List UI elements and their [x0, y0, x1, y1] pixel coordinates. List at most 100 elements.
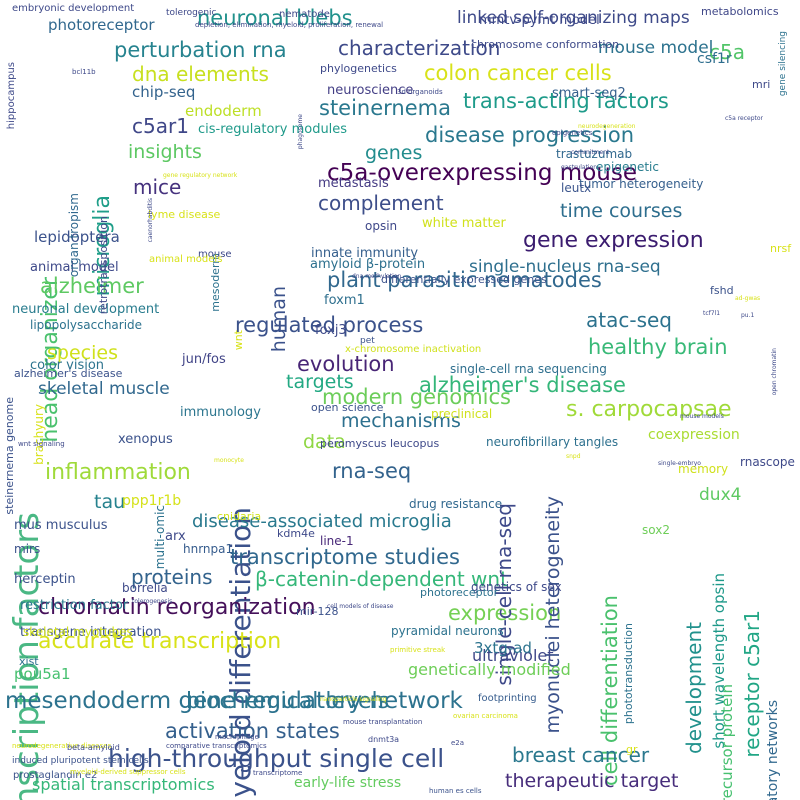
word-lyme-disease: lyme disease [148, 208, 221, 221]
word-colon-cancer-cells: colon cancer cells [424, 61, 612, 85]
word-gene-silencing: gene silencing [778, 31, 788, 97]
word-genes: genes [365, 142, 423, 164]
word-macrophage: macrophage [215, 733, 259, 741]
word-color-vision: color vision [30, 358, 105, 373]
word-gr: gr [626, 743, 638, 756]
word-photoreceptor: photoreceptor [48, 16, 155, 34]
word-snpd: snpd [566, 453, 581, 460]
word-human: human [268, 286, 290, 353]
word-mri: mri [752, 78, 771, 91]
word-genetically-modified: genetically modified [408, 660, 571, 679]
word-arx: arx [165, 529, 186, 544]
word-hippocampus: hippocampus [6, 62, 17, 130]
word-transcriptome: transcriptome [253, 769, 303, 777]
word-metabolomics: metabolomics [701, 5, 779, 18]
word-mice: mice [133, 175, 182, 199]
word-time-courses: time courses [560, 200, 683, 222]
word-beta-amyloid: beta-amyloid [67, 743, 120, 752]
word-chromosome-conformation: chromosome conformation [471, 38, 620, 51]
word-amyloid-precursor-protein: amyloid precursor protein [718, 684, 736, 800]
word-restriction-factor: restriction factor [20, 598, 129, 613]
word-animal-model: animal model [30, 260, 119, 275]
word-rna-seq: rna-seq [332, 459, 412, 483]
word-trans-acting-factors: trans-acting factors [463, 89, 669, 113]
word-gene-expression: gene expression [523, 228, 704, 253]
word-ppp1r1b: ppp1r1b [122, 493, 182, 509]
word-alzheimer: alzheimer [40, 274, 144, 298]
word-3d-organoids: 3d organoids [397, 88, 443, 96]
word-transgene-integration: transgene integration [20, 625, 162, 640]
word-pou5a1: pou5a1 [14, 665, 71, 683]
word-mouse-model: mouse model [598, 38, 714, 58]
word-myeloid-derived-suppressor-cells: myeloid-derived suppressor cells [70, 768, 186, 776]
word-c5a-overexpressing-mouse: c5a-overexpressing mouse [327, 160, 637, 186]
word-footprinting: footprinting [478, 693, 537, 704]
word-cnidaria: cnidaria [217, 510, 262, 523]
word-comparative-transcriptomics: comparative transcriptomics [166, 742, 267, 750]
word-trastuzumab: trastuzumab [556, 147, 633, 161]
word-foxm1: foxm1 [324, 293, 365, 308]
word-metastasis: metastasis [318, 176, 389, 191]
word-early-life-stress: early-life stress [294, 775, 402, 791]
word-healthy-brain: healthy brain [588, 335, 728, 359]
word-borrelia: borrelia [122, 581, 168, 595]
word-steinernema-genome: steinernema genome [3, 397, 16, 515]
word-open-science: open science [311, 401, 384, 414]
word-hnrnpa1: hnrnpa1 [183, 542, 234, 556]
word-biochemical-levels: biochemical levels [186, 689, 390, 714]
word-mmtv-pymt-model: mmtv-pymt model [479, 13, 600, 28]
word-nrsf: nrsf [770, 242, 792, 255]
word-catenin-dependent-wnt: β-catenin-dependent wnt [255, 567, 508, 591]
word-insights: insights [128, 141, 202, 163]
word-commitment: commitment [571, 149, 610, 156]
word-csf1r: csf1r [697, 51, 732, 67]
word-ad-gwas: ad-gwas [735, 295, 761, 302]
word-atac-seq: atac-seq [586, 308, 672, 332]
word-pet: pet [360, 336, 375, 346]
word-disease-progression: disease progression [425, 123, 635, 147]
word-organ-tropism: organ tropism [67, 193, 81, 278]
word-chromatin-reorganization: chromatin reorganization [38, 595, 316, 620]
word-phototransduction: phototransduction [622, 623, 635, 725]
word-receptor-c5ar1: receptor c5ar1 [740, 610, 764, 758]
word-nematode: nematode [279, 9, 330, 20]
word-wnt: wnt [232, 330, 245, 351]
word-mechanisms: mechanisms [341, 410, 461, 432]
word-activation-states: activation states [165, 719, 340, 743]
word-3xtg-ad: 3xtg-ad [474, 639, 532, 657]
word-disease-associated-microglia: disease-associated microglia [192, 511, 452, 532]
word-retrotransposition: retrotransposition [97, 216, 110, 315]
word-linked-self-organizing-maps: linked self-organizing maps [457, 8, 690, 28]
word-x-chromosome-inactivation: x-chromosome inactivation [345, 344, 482, 355]
word-evolution: evolution [297, 352, 395, 376]
word-epigenetic: epigenetic [596, 160, 659, 174]
word-amyloid-protein: amyloid β-protein [310, 257, 426, 272]
word-phylogenetics: phylogenetics [320, 62, 397, 75]
word-lepidoptera: lepidoptera [34, 228, 120, 246]
word-mir-128: mir-128 [296, 605, 339, 618]
word-modern-genomics: modern genomics [322, 385, 511, 409]
word-dna-elements: dna elements [132, 62, 269, 86]
word-ovarian-carcinoma: ovarian carcinoma [453, 712, 518, 720]
word-sox2: sox2 [642, 523, 670, 537]
word-phagosome: phagosome [297, 114, 304, 150]
word-single-embryo: single-embryo [658, 460, 701, 467]
word-pyramidal-neurons: pyramidal neurons [391, 624, 504, 638]
word-embryonic-development: embryonic development [12, 3, 135, 14]
word-targets: targets [286, 371, 354, 393]
word-data: data [303, 431, 346, 453]
word-myonuclei-heterogeneity: myonuclei heterogeneity [542, 496, 564, 734]
word-epigenetics: epigenetics [552, 129, 593, 137]
word-development: development [682, 622, 706, 754]
word-drug-resistance: drug resistance [409, 497, 503, 511]
word-multi-omic: multi-omic [153, 505, 167, 570]
word-innate-immunity: innate immunity [311, 246, 419, 261]
word-human-es-cells: human es cells [429, 787, 482, 795]
word-plant-parasitic-nematodes: plant parasitic nematodes [327, 268, 602, 292]
word-neuronal-blebs: neuronal blebs [197, 6, 353, 30]
word-leutx: leutx [561, 181, 592, 195]
word-xist: xist [19, 655, 39, 668]
word-bcl11b: bcl11b [72, 68, 96, 76]
word-ultraviolet: ultraviolet [472, 646, 554, 665]
word-single-nucleus-rna-seq: single-nucleus rna-seq [469, 257, 661, 277]
